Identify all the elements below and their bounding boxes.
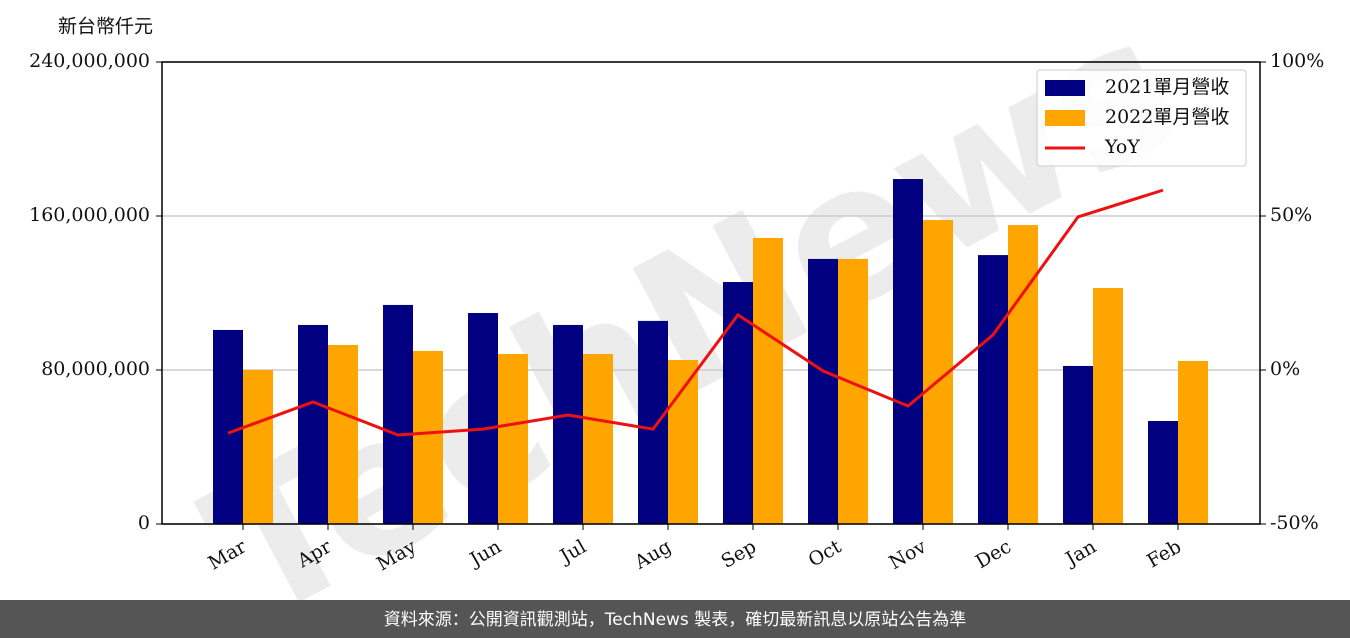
legend-label: 2021單月營收 (1105, 76, 1229, 98)
bar (298, 324, 328, 524)
y-tick-label: 80,000,000 (41, 358, 150, 380)
legend-box (1036, 69, 1247, 167)
bar (1063, 365, 1093, 524)
y-axis-label: 新台幣仟元 (58, 16, 153, 38)
bar (383, 304, 413, 524)
bar (243, 370, 273, 524)
yoy-line (227, 188, 1164, 437)
bar (1148, 421, 1178, 524)
plot-frame (161, 61, 1261, 525)
bar (638, 320, 668, 524)
x-tick-label: Nov (885, 535, 930, 574)
bar (553, 324, 583, 524)
bar (583, 354, 613, 524)
x-tick-label: Jul (555, 536, 590, 569)
bar (1178, 360, 1208, 524)
legend-label: YoY (1104, 136, 1140, 158)
legend-swatch (1045, 110, 1085, 126)
bar (1093, 287, 1123, 524)
y2-tick-label: 50% (1270, 204, 1312, 226)
bar (838, 258, 868, 524)
x-tick-label: Jan (1060, 536, 1100, 572)
bar (978, 255, 1008, 524)
bar (498, 354, 528, 524)
footer: 資料來源：公開資訊觀測站，TechNews 製表，確切最新訊息以原站公告為準 (384, 610, 966, 630)
bar (328, 344, 358, 524)
legend-swatch (1045, 80, 1085, 96)
y-tick-label: 240,000,000 (29, 50, 150, 72)
legend-label: 2022單月營收 (1105, 106, 1229, 128)
y-tick-label: 160,000,000 (29, 204, 150, 226)
bar (213, 329, 243, 524)
x-tick-label: Oct (805, 535, 846, 571)
y2-tick-label: 100% (1270, 50, 1324, 72)
bar (468, 313, 498, 524)
x-tick-label: Feb (1143, 536, 1185, 573)
x-tick-label: Dec (972, 536, 1015, 574)
x-tick-label: Sep (717, 536, 760, 573)
y2-tick-label: 0% (1270, 358, 1300, 380)
x-tick-label: Aug (630, 536, 675, 575)
bar (893, 179, 923, 525)
bar (808, 258, 838, 524)
bar (723, 282, 753, 524)
bar (668, 359, 698, 524)
y2-tick-label: -50% (1270, 512, 1319, 534)
bar (753, 237, 783, 524)
footer-bar (0, 600, 1350, 638)
y-tick-label: 0 (138, 512, 150, 534)
bar (1008, 225, 1038, 525)
bar (413, 350, 443, 524)
